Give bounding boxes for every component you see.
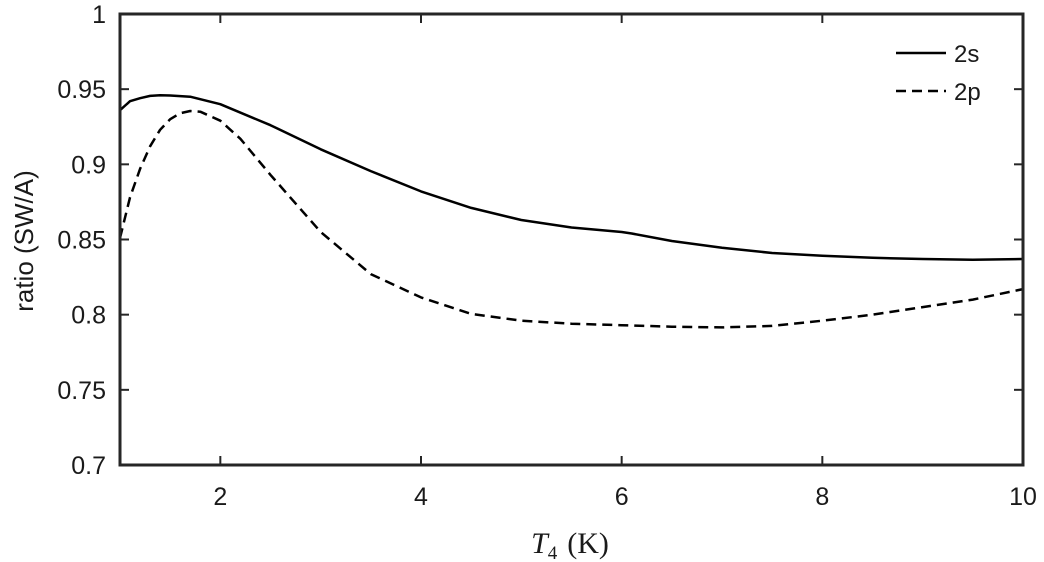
y-tick-label: 0.85 [57,227,106,255]
x-axis-label-subscript: 4 [548,543,558,562]
y-axis-label: ratio (SW/A) [9,170,39,312]
x-tick-label: 6 [615,483,629,511]
legend: 2s 2p [896,41,981,106]
x-axis-label-unit: (K) [567,527,609,560]
y-tick-label: 0.75 [57,377,106,405]
x-tick-label: 8 [815,483,829,511]
x-tick-label: 10 [1009,483,1037,511]
series-line-2p [118,109,1024,329]
x-tick-label: 2 [213,483,227,511]
plot-area [118,93,1024,329]
legend-label-2s: 2s [954,41,979,68]
x-tick-labels: 2 4 6 8 10 [213,483,1037,511]
y-tick-label: 0.9 [71,151,106,179]
tick-marks [120,13,1024,466]
y-tick-label: 1 [92,1,106,29]
x-tick-label: 4 [414,483,428,511]
y-tick-label: 0.7 [71,452,106,480]
axes-box [118,12,1025,467]
y-tick-label: 0.95 [57,76,106,104]
y-tick-labels: 0.7 0.75 0.8 0.85 0.9 0.95 1 [57,1,106,480]
x-axis-label-variable: T [531,527,550,560]
legend-label-2p: 2p [954,79,981,106]
series-line-2s [119,93,1024,262]
x-axis-label: T4 (K) [531,527,609,562]
y-tick-label: 0.8 [71,302,106,330]
